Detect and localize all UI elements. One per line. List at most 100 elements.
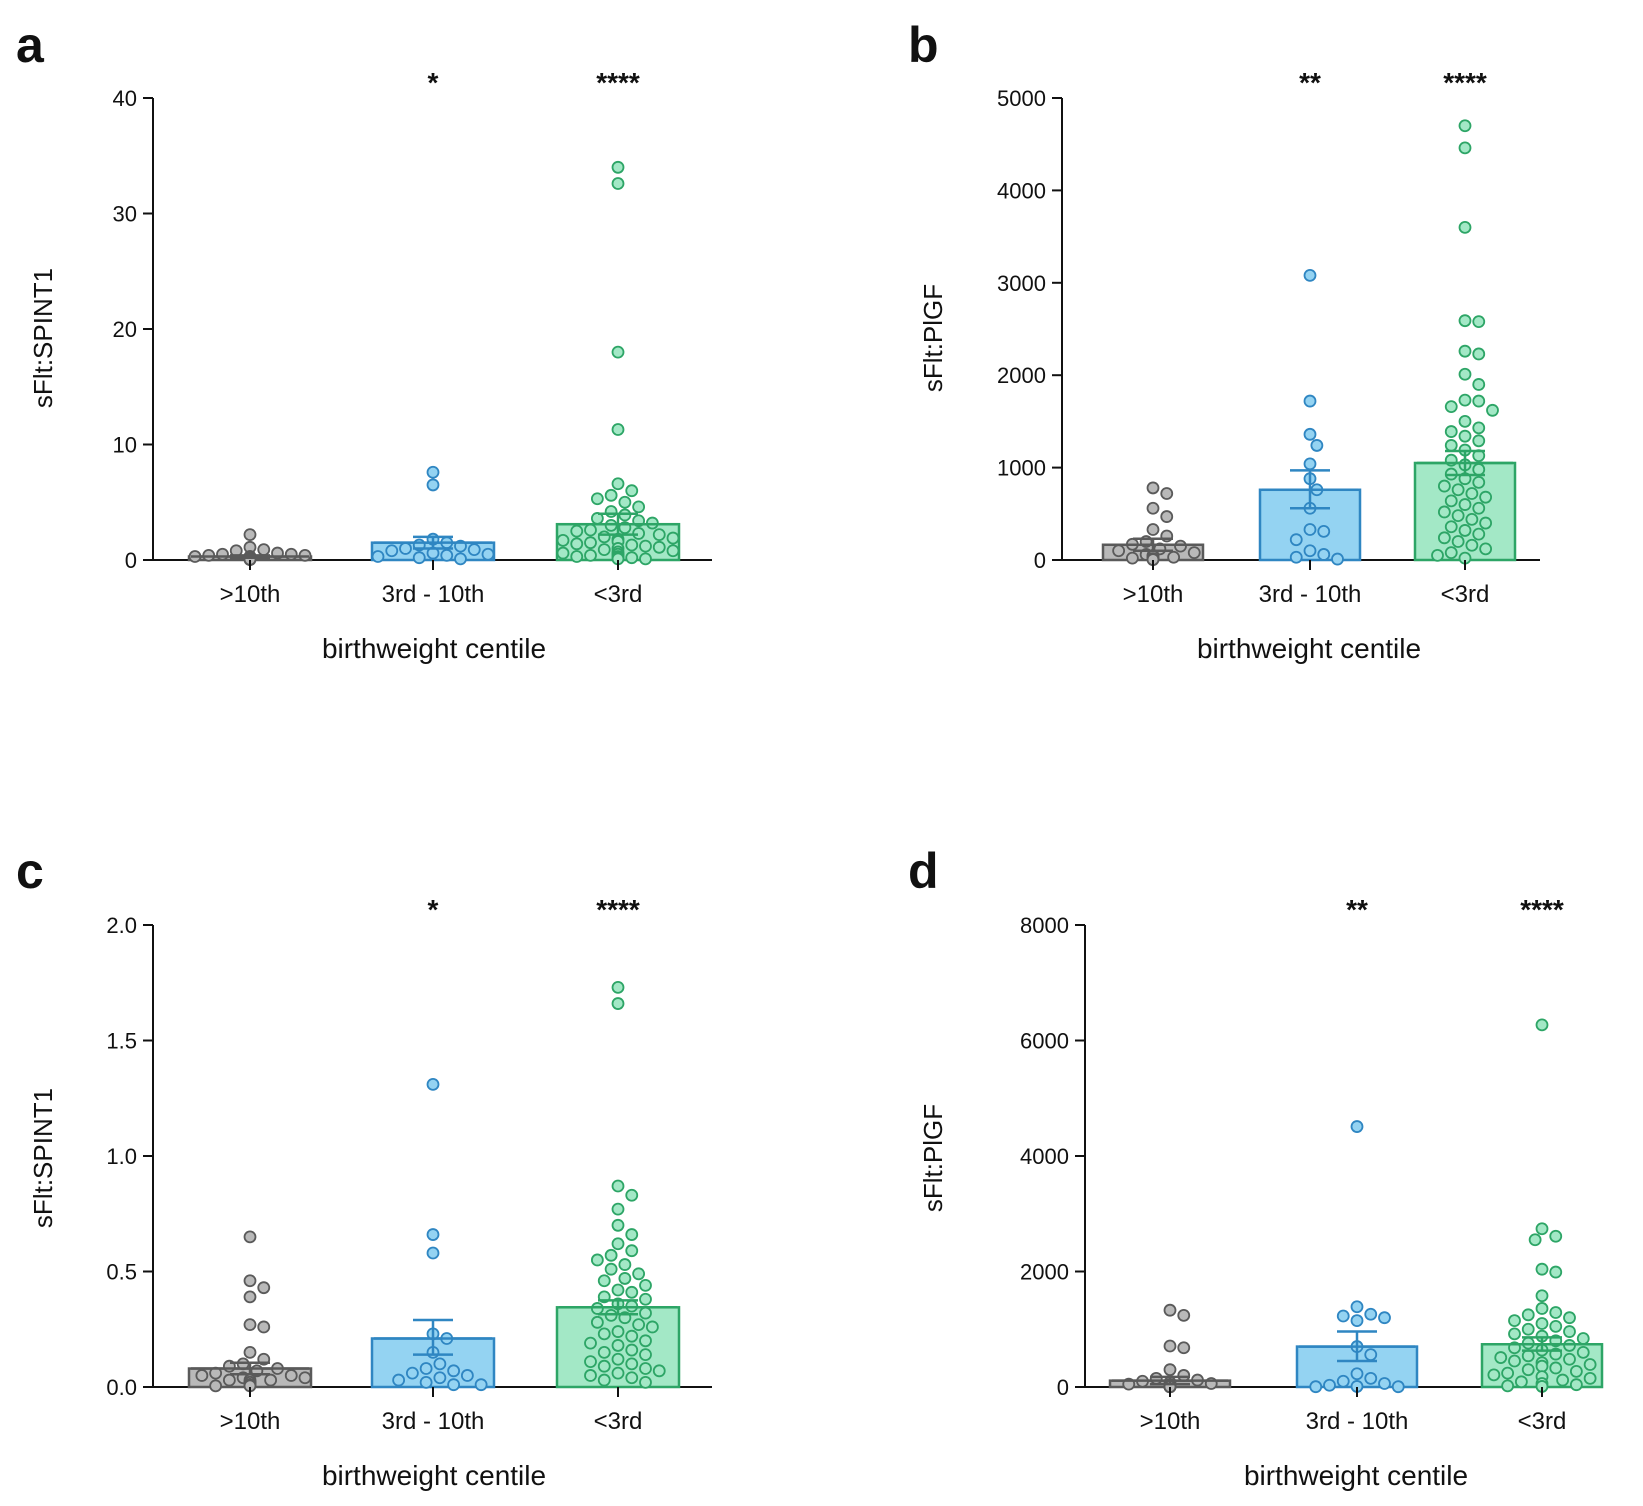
data-point (1576, 1345, 1590, 1359)
data-point (625, 551, 639, 565)
x-tick-label: >10th (220, 1408, 281, 1435)
data-point (611, 1339, 625, 1352)
data-point (570, 524, 584, 538)
series-2 (1413, 119, 1517, 565)
series-1 (370, 465, 496, 566)
data-point (639, 1278, 652, 1292)
data-point (243, 1345, 257, 1359)
panel-letter: a (16, 17, 45, 73)
data-point (1149, 1371, 1163, 1385)
series-1 (1258, 269, 1362, 566)
data-point (284, 1369, 298, 1382)
panel-a: a 0 10 20 30 40 sFlt:SPINT1 >10th 3rd - 10th * <3r… (16, 17, 712, 664)
data-point (405, 1366, 419, 1380)
data-point (1444, 546, 1458, 560)
data-point (1163, 1339, 1177, 1353)
y-tick-label: 2.0 (106, 913, 137, 938)
x-tick-label: 3rd - 10th (1259, 581, 1362, 608)
data-point (195, 1369, 209, 1382)
data-point (222, 1373, 236, 1387)
data-point (611, 980, 625, 994)
x-tick-label: <3rd (594, 1408, 643, 1435)
data-point (1187, 546, 1201, 560)
data-point (1549, 1229, 1563, 1243)
data-point (447, 1378, 461, 1392)
data-point (481, 547, 495, 561)
data-point (257, 543, 271, 557)
data-point (1378, 1311, 1391, 1325)
data-point (1535, 1317, 1549, 1330)
data-point (392, 1373, 406, 1387)
data-point (584, 1369, 597, 1382)
data-point (1174, 539, 1187, 553)
data-point (1472, 315, 1486, 329)
data-point (1458, 498, 1472, 511)
data-point (1569, 1378, 1583, 1392)
data-point (419, 1375, 433, 1389)
data-point (1303, 427, 1317, 441)
data-point (1479, 542, 1493, 556)
data-point (590, 1253, 604, 1267)
data-point (639, 1362, 652, 1375)
data-point (611, 477, 625, 491)
data-point (426, 1077, 440, 1091)
data-point (611, 1179, 625, 1193)
data-point (243, 1290, 257, 1304)
data-point (433, 1357, 447, 1371)
data-point (639, 1375, 652, 1389)
data-point (399, 542, 412, 555)
significance-marker: **** (596, 894, 640, 925)
data-point (1112, 544, 1126, 558)
data-point (556, 533, 570, 547)
data-point (1444, 520, 1458, 534)
data-point (625, 1228, 639, 1241)
data-point (1472, 463, 1486, 476)
data-point (590, 1315, 604, 1329)
data-point (625, 1357, 639, 1371)
data-point (1576, 1332, 1590, 1345)
data-point (1303, 457, 1317, 471)
data-point (1458, 141, 1472, 155)
data-point (1563, 1325, 1576, 1338)
data-point (1549, 1306, 1563, 1319)
y-tick-label: 0.5 (106, 1260, 137, 1285)
data-point (1317, 524, 1331, 538)
data-point (1350, 1314, 1364, 1327)
panel-letter: c (16, 843, 44, 899)
x-tick-label: >10th (220, 581, 281, 608)
data-point (1514, 1375, 1528, 1389)
data-point (632, 500, 646, 514)
data-point (652, 1364, 666, 1378)
x-axis-label: birthweight centile (322, 1460, 546, 1491)
data-point (625, 1188, 639, 1202)
y-tick-label: 2000 (1020, 1260, 1069, 1285)
data-point (1177, 1369, 1191, 1382)
y-tick-label: 0 (125, 548, 137, 573)
y-tick-label: 5000 (997, 86, 1046, 111)
y-tick-label: 0 (1057, 1375, 1069, 1400)
data-point (639, 1306, 652, 1320)
data-point (1521, 1322, 1535, 1336)
data-point (1583, 1371, 1597, 1385)
data-point (1146, 523, 1160, 536)
data-point (1444, 400, 1458, 414)
data-point (1289, 533, 1303, 547)
y-tick-label: 8000 (1020, 913, 1069, 938)
data-point (264, 1373, 278, 1387)
data-point (1444, 425, 1458, 438)
data-point (597, 1345, 611, 1359)
series-0 (187, 1230, 313, 1393)
data-point (257, 1281, 271, 1295)
y-tick-label: 30 (113, 202, 137, 227)
data-point (1160, 487, 1174, 500)
data-point (625, 1244, 639, 1258)
data-point (385, 544, 399, 558)
x-tick-label: >10th (1123, 581, 1184, 608)
data-point (618, 1272, 632, 1285)
data-point (625, 1343, 639, 1357)
data-point (1146, 481, 1160, 495)
data-point (652, 540, 666, 554)
data-point (604, 1248, 618, 1262)
data-point (1465, 512, 1479, 526)
